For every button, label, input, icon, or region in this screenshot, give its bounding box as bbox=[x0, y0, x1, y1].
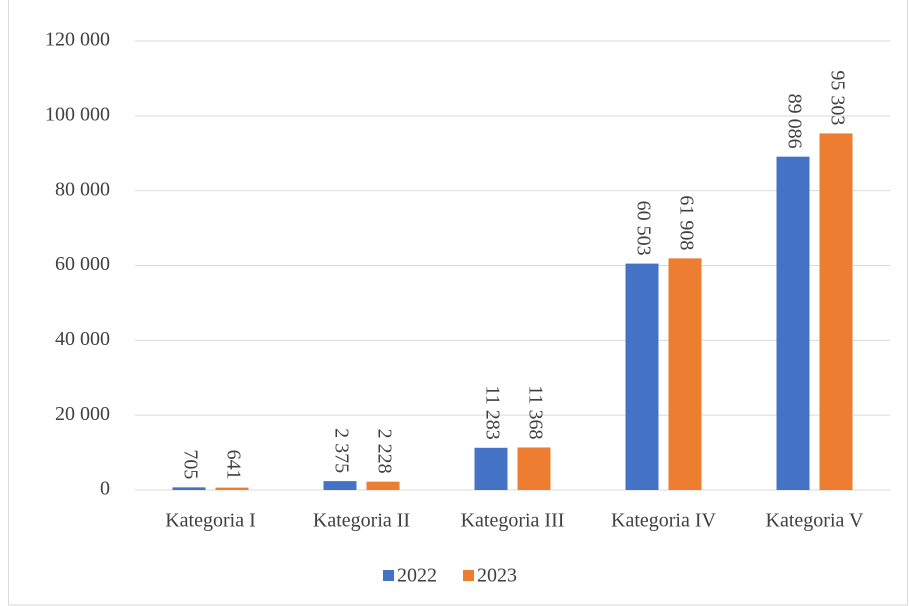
y-tick-label: 40 000 bbox=[55, 328, 110, 350]
bar bbox=[215, 487, 249, 490]
legend-label: 2023 bbox=[477, 565, 517, 587]
legend-swatch bbox=[463, 570, 474, 581]
chart-frame bbox=[8, 0, 908, 606]
y-tick-label: 60 000 bbox=[55, 253, 110, 275]
bar bbox=[172, 487, 206, 490]
legend-swatch bbox=[383, 570, 394, 581]
legend-label: 2022 bbox=[397, 565, 437, 587]
bar bbox=[517, 447, 551, 490]
x-tick-label: Kategoria V bbox=[766, 510, 864, 532]
y-tick-label: 20 000 bbox=[55, 403, 110, 425]
x-tick-label: Kategoria II bbox=[313, 510, 410, 532]
bar bbox=[668, 258, 702, 490]
data-label: 89 086 bbox=[783, 94, 805, 149]
bar bbox=[474, 447, 508, 490]
bar bbox=[366, 481, 400, 490]
bar bbox=[819, 133, 853, 490]
x-tick-label: Kategoria IV bbox=[611, 510, 717, 532]
x-tick-label: Kategoria III bbox=[461, 510, 565, 532]
data-label: 705 bbox=[179, 449, 201, 479]
data-label: 61 908 bbox=[675, 195, 697, 250]
y-tick-label: 80 000 bbox=[55, 178, 110, 200]
data-label: 60 503 bbox=[632, 201, 654, 256]
data-label: 11 283 bbox=[481, 386, 503, 440]
y-tick-label: 120 000 bbox=[45, 29, 110, 51]
bar bbox=[323, 481, 357, 490]
y-tick-label: 0 bbox=[100, 478, 110, 500]
data-label: 2 228 bbox=[373, 429, 395, 474]
data-label: 95 303 bbox=[826, 70, 848, 125]
bar bbox=[776, 156, 810, 491]
bar bbox=[625, 263, 659, 490]
data-label: 11 368 bbox=[524, 385, 546, 439]
data-label: 641 bbox=[222, 450, 244, 480]
data-label: 2 375 bbox=[330, 428, 352, 473]
x-tick-label: Kategoria I bbox=[165, 510, 256, 532]
y-tick-label: 100 000 bbox=[45, 103, 110, 125]
